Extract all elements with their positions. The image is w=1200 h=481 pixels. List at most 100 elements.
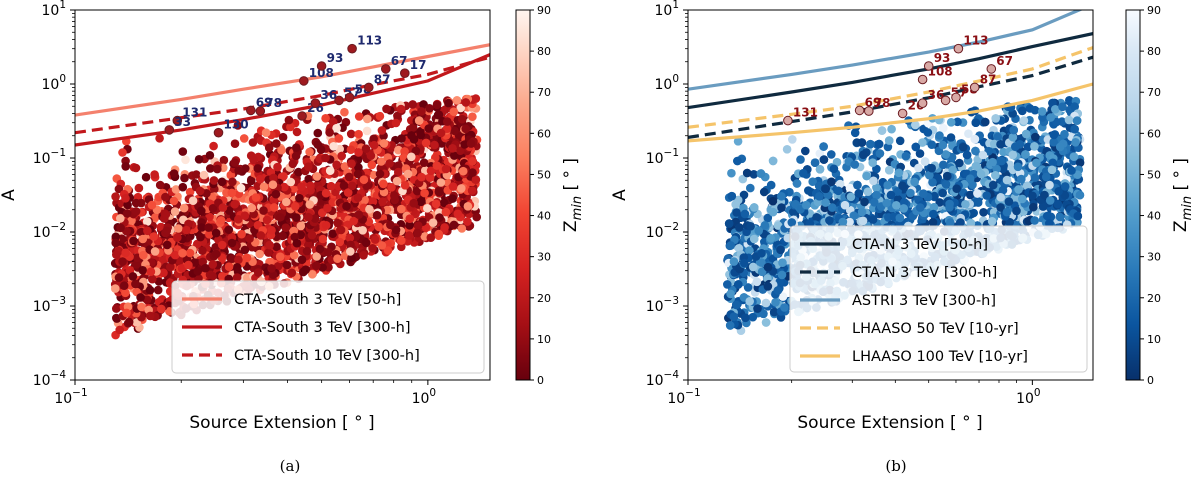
source-label: 36	[320, 88, 337, 102]
scatter-point	[205, 230, 214, 239]
scatter-point	[121, 248, 130, 258]
scatter-point	[962, 150, 972, 160]
scatter-point	[946, 133, 956, 142]
scatter-point	[353, 193, 363, 202]
scatter-point	[428, 218, 438, 227]
sensitivity-curve-1	[75, 53, 490, 147]
scatter-point	[326, 181, 336, 191]
scatter-point	[827, 177, 836, 187]
scatter-point	[411, 146, 421, 156]
scatter-point	[391, 225, 401, 235]
scatter-point	[288, 159, 298, 169]
scatter-point	[292, 213, 301, 222]
scatter-point	[197, 223, 206, 232]
scatter-point	[196, 232, 205, 242]
colorbar-tick-label: 40	[537, 210, 551, 223]
scatter-point	[278, 132, 288, 142]
y-axis-title-a: A	[0, 189, 19, 201]
scatter-point	[116, 223, 125, 233]
scatter-point	[472, 212, 482, 222]
scatter-point	[234, 215, 243, 224]
scatter-point	[178, 147, 188, 156]
scatter-point	[391, 118, 401, 128]
scatter-point	[180, 173, 189, 183]
scatter-point	[872, 183, 881, 192]
scatter-point	[1055, 212, 1065, 222]
scatter-point	[204, 223, 213, 232]
scatter-point	[420, 188, 429, 198]
scatter-point	[723, 280, 732, 289]
scatter-point	[201, 263, 210, 273]
panel-caption-a: (a)	[280, 457, 301, 475]
scatter-point	[302, 246, 312, 256]
scatter-point	[162, 240, 172, 250]
scatter-point	[234, 255, 243, 265]
scatter-point	[185, 248, 195, 258]
scatter-point	[979, 208, 988, 217]
scatter-point	[939, 123, 948, 133]
scatter-point	[265, 240, 274, 250]
labeled-source-point	[172, 115, 183, 126]
legend-box	[171, 280, 485, 374]
scatter-point	[276, 213, 285, 222]
scatter-point	[198, 246, 207, 255]
scatter-point	[466, 139, 476, 148]
scatter-point	[939, 160, 948, 170]
scatter-point	[344, 172, 354, 182]
scatter-point	[461, 98, 471, 107]
scatter-point	[349, 216, 359, 226]
scatter-point	[251, 193, 261, 202]
labeled-source-point	[213, 127, 224, 138]
scatter-point	[333, 218, 342, 228]
scatter-point	[392, 176, 402, 186]
scatter-point	[169, 169, 179, 178]
scatter-point	[291, 202, 300, 211]
scatter-point	[347, 159, 356, 168]
scatter-point	[219, 155, 229, 165]
scatter-point	[227, 188, 237, 198]
scatter-point	[432, 100, 442, 110]
scatter-point	[819, 142, 828, 151]
scatter-point	[141, 172, 151, 182]
scatter-point	[139, 250, 148, 260]
scatter-point	[321, 153, 330, 163]
sensitivity-curve-2	[75, 55, 490, 135]
scatter-point	[735, 223, 744, 232]
scatter-point	[361, 238, 371, 248]
scatter-point	[955, 158, 964, 168]
scatter-point	[946, 118, 956, 127]
scatter-point	[413, 221, 423, 230]
scatter-point	[376, 157, 386, 166]
scatter-point	[118, 148, 127, 157]
scatter-point	[448, 144, 457, 153]
scatter-point	[138, 234, 148, 244]
scatter-point	[112, 250, 121, 259]
scatter-point	[375, 169, 385, 179]
scatter-point	[313, 128, 323, 138]
scatter-point	[308, 270, 317, 279]
x-axis-title-a: Source Extension [ ° ]	[189, 413, 374, 433]
scatter-point	[159, 268, 168, 278]
sensitivity-curve-0	[75, 43, 490, 117]
scatter-point	[346, 145, 356, 154]
scatter-point	[1002, 175, 1012, 185]
scatter-point	[264, 248, 273, 257]
scatter-point	[354, 148, 363, 157]
colorbar-tick-label: 50	[537, 168, 551, 181]
scatter-point	[935, 131, 944, 140]
scatter-point	[1019, 116, 1029, 125]
scatter-point	[941, 179, 951, 189]
scatter-point	[321, 188, 331, 198]
legend-entry: CTA-South 3 TeV [300-h]	[234, 320, 411, 336]
scatter-point	[272, 242, 281, 252]
scatter-point	[233, 121, 243, 130]
scatter-point	[1031, 132, 1040, 142]
scatter-point	[171, 185, 181, 194]
scatter-point	[435, 213, 444, 222]
scatter-point	[289, 250, 299, 260]
scatter-point	[745, 246, 754, 255]
scatter-point	[318, 234, 328, 244]
source-label: 33	[174, 115, 191, 129]
